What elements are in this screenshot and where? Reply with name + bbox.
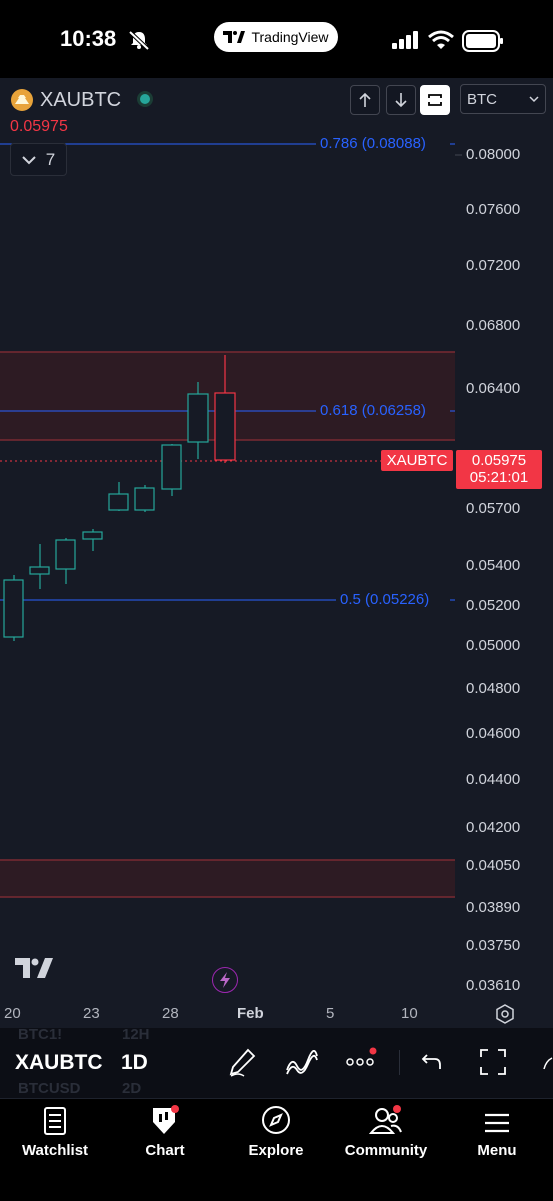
price-axis-label: 0.05000 (466, 637, 521, 654)
price-axis-label: 0.04400 (466, 771, 521, 788)
drawing-pen-icon[interactable] (228, 1048, 256, 1078)
wifi-icon (428, 30, 454, 49)
tradingview-logo-icon (223, 31, 246, 43)
chevron-down-icon (529, 96, 539, 103)
lightning-icon[interactable] (212, 967, 238, 993)
fib-label-05: 0.5 (0.05226) (340, 591, 430, 608)
tab-label: Menu (477, 1142, 517, 1159)
fib-label-0618: 0.618 (0.06258) (320, 402, 426, 419)
date-axis-label: 10 (401, 1005, 418, 1022)
tab-explore[interactable]: Explore (221, 1100, 331, 1159)
symbol-name[interactable]: XAUBTC (40, 89, 122, 111)
community-icon (369, 1105, 402, 1134)
price-axis-label: 0.04600 (466, 725, 521, 742)
watchlist-icon (44, 1107, 66, 1135)
tradingview-watermark-icon (15, 958, 53, 978)
date-axis-label: 28 (162, 1005, 179, 1022)
current-price-box: 0.05975 05:21:01 (456, 450, 542, 489)
battery-icon (462, 30, 503, 52)
price-axis-label: 0.06800 (466, 317, 521, 334)
date-axis-label: Feb (237, 1005, 264, 1022)
price-axis-label: 0.04800 (466, 680, 521, 697)
price-axis-label: 0.05200 (466, 597, 521, 614)
chart-toolbar (0, 1028, 553, 1098)
indicators-collapse-button[interactable]: 7 (10, 143, 67, 176)
candle (214, 355, 236, 463)
undo-icon[interactable] (421, 1052, 443, 1072)
date-axis-label: 5 (326, 1005, 335, 1022)
compass-icon (262, 1106, 290, 1134)
symbol-selector[interactable]: XAUBTC (15, 1051, 103, 1074)
redo-icon[interactable] (540, 1056, 553, 1070)
tab-community[interactable]: Community (331, 1100, 441, 1159)
ghost-interval: 12H (122, 1026, 150, 1043)
gold-coin-icon (11, 89, 33, 111)
price-axis-label: 0.06400 (466, 380, 521, 397)
tab-label: Watchlist (21, 1142, 89, 1159)
price-axis-label: 0.03890 (466, 899, 521, 916)
price-axis-label: 0.07600 (466, 201, 521, 218)
symbol-price-tag: XAUBTC (381, 450, 453, 471)
hamburger-menu-icon (485, 1113, 509, 1133)
candle (55, 538, 76, 584)
interval-selector[interactable]: 1D (121, 1051, 148, 1074)
ghost-symbol: BTCUSD (18, 1080, 81, 1097)
current-price: 0.05975 (471, 452, 527, 469)
ghost-interval: 2D (122, 1080, 142, 1097)
status-time: 10:38 (60, 26, 117, 51)
price-axis-label: 0.03750 (466, 937, 521, 954)
bar-countdown: 05:21:01 (469, 469, 529, 486)
chart-settings-icon[interactable] (494, 1003, 516, 1025)
candle (108, 482, 129, 511)
app-pill[interactable]: TradingView (214, 22, 338, 52)
indicator-count: 7 (45, 149, 56, 169)
date-axis-label: 23 (83, 1005, 100, 1022)
scroll-up-button[interactable] (350, 85, 380, 115)
compare-toggle-button[interactable] (420, 85, 450, 115)
price-axis-label: 0.05400 (466, 557, 521, 574)
swap-icon (428, 94, 442, 106)
cellular-signal-icon (392, 31, 418, 49)
indicators-wave-icon[interactable] (286, 1050, 318, 1076)
chart-icon (153, 1105, 179, 1134)
price-axis-label: 0.05700 (466, 500, 521, 517)
more-options-icon[interactable] (346, 1046, 378, 1072)
candle (187, 382, 209, 459)
tab-label: Chart (145, 1142, 185, 1159)
market-status-indicator (137, 91, 153, 107)
price-axis-label: 0.03610 (466, 977, 521, 994)
arrow-up-icon (359, 92, 371, 107)
chevron-down-icon (22, 155, 36, 164)
last-price: 0.05975 (10, 118, 68, 135)
scroll-down-button[interactable] (386, 85, 416, 115)
currency-select[interactable]: BTC (460, 84, 546, 114)
tab-label: Explore (248, 1142, 304, 1159)
bell-muted-icon (128, 30, 150, 50)
candle (161, 444, 182, 496)
price-chart[interactable] (0, 78, 553, 1028)
demand-zone (0, 860, 455, 897)
app-pill-label: TradingView (251, 29, 329, 45)
date-axis-label: 20 (4, 1005, 21, 1022)
currency-value: BTC (467, 90, 497, 108)
candle (29, 544, 50, 589)
tab-menu[interactable]: Menu (442, 1100, 552, 1159)
toolbar-divider (399, 1050, 400, 1075)
fullscreen-icon[interactable] (479, 1048, 507, 1076)
price-axis-label: 0.08000 (466, 146, 521, 163)
price-axis-label: 0.04050 (466, 857, 521, 874)
arrow-down-icon (395, 93, 407, 108)
candle (3, 575, 24, 641)
fib-label-0786: 0.786 (0.08088) (320, 135, 426, 152)
candle (82, 529, 103, 551)
tab-chart[interactable]: Chart (110, 1100, 220, 1159)
ghost-symbol: BTC1! (18, 1026, 63, 1043)
price-axis-label: 0.04200 (466, 819, 521, 836)
tab-label: Community (344, 1142, 428, 1159)
tab-watchlist[interactable]: Watchlist (0, 1100, 110, 1159)
price-axis-label: 0.07200 (466, 257, 521, 274)
tab-bar (0, 1098, 553, 1201)
candle (134, 485, 155, 512)
